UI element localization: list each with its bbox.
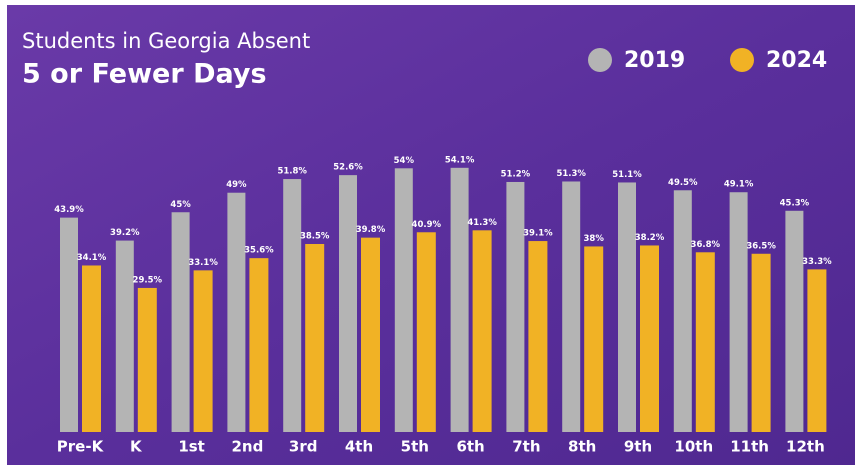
data-label: 41.3%: [467, 218, 497, 228]
bar: [562, 181, 581, 432]
bar: [506, 181, 525, 432]
data-label: 38.2%: [635, 233, 665, 243]
chart-subtitle: 5 or Fewer Days: [22, 59, 267, 90]
x-tick-label: K: [130, 438, 143, 456]
data-label: 38.5%: [300, 231, 330, 241]
bar: [115, 240, 134, 432]
bar: [528, 241, 548, 432]
legend-swatch: [588, 48, 612, 72]
x-tick-label: 11th: [730, 438, 769, 456]
x-tick-label: 1st: [178, 438, 205, 456]
data-label: 33.1%: [188, 258, 218, 268]
data-label: 29.5%: [133, 275, 163, 285]
bar: [283, 179, 302, 432]
data-label: 51.1%: [612, 170, 642, 180]
data-label: 36.8%: [691, 240, 721, 250]
x-tick-label: 8th: [568, 438, 596, 456]
data-label: 33.3%: [802, 257, 832, 267]
bar: [171, 212, 190, 432]
bar: [785, 210, 804, 432]
x-tick-label: 12th: [786, 438, 825, 456]
data-label: 39.8%: [356, 225, 386, 235]
data-label: 40.9%: [412, 220, 442, 230]
x-tick-label: 6th: [456, 438, 484, 456]
legend-label: 2019: [624, 48, 685, 73]
bar: [450, 167, 469, 433]
x-tick-label: 10th: [674, 438, 713, 456]
bar: [618, 182, 636, 432]
data-label: 51.8%: [277, 167, 307, 177]
data-label: 49.1%: [724, 180, 754, 190]
bar: [695, 252, 715, 432]
data-label: 45.3%: [780, 198, 810, 208]
data-label: 49%: [226, 180, 247, 190]
bar: [472, 230, 492, 432]
data-label: 35.6%: [244, 246, 274, 256]
data-label: 39.2%: [110, 228, 140, 238]
data-label: 49.5%: [668, 178, 698, 188]
bar: [584, 246, 604, 432]
data-label: 43.9%: [54, 205, 84, 215]
bar: [416, 232, 436, 432]
bar: [640, 245, 659, 432]
bar: [305, 243, 325, 432]
data-label: 39.1%: [523, 229, 553, 239]
data-label: 34.1%: [77, 253, 107, 263]
bar: [137, 287, 157, 432]
data-label: 36.5%: [746, 241, 776, 251]
bar: [673, 190, 692, 432]
data-label: 38%: [584, 234, 605, 244]
bar: [339, 175, 357, 433]
bar: [807, 269, 827, 432]
x-tick-label: 2nd: [231, 438, 263, 456]
x-tick-label: Pre-K: [57, 438, 105, 456]
data-label: 51.3%: [556, 169, 586, 179]
x-tick-label: 9th: [624, 438, 652, 456]
bar: [60, 217, 78, 432]
data-label: 51.2%: [501, 169, 531, 179]
bar: [193, 270, 213, 432]
bar: [394, 168, 413, 433]
legend-swatch: [730, 48, 754, 72]
x-tick-label: 7th: [512, 438, 540, 456]
bar: [729, 192, 748, 432]
bar: [82, 265, 101, 432]
bar: [227, 192, 246, 432]
x-tick-label: 5th: [401, 438, 429, 456]
data-label: 54.1%: [445, 155, 475, 165]
data-label: 54%: [394, 156, 415, 166]
data-label: 52.6%: [333, 163, 363, 173]
chart-title: Students in Georgia Absent: [22, 29, 310, 53]
bar: [361, 237, 380, 432]
bar: [249, 258, 269, 432]
bar: [751, 253, 771, 432]
x-tick-label: 4th: [345, 438, 373, 456]
x-tick-label: 3rd: [289, 438, 318, 456]
data-label: 45%: [170, 200, 191, 210]
legend-label: 2024: [766, 48, 827, 73]
